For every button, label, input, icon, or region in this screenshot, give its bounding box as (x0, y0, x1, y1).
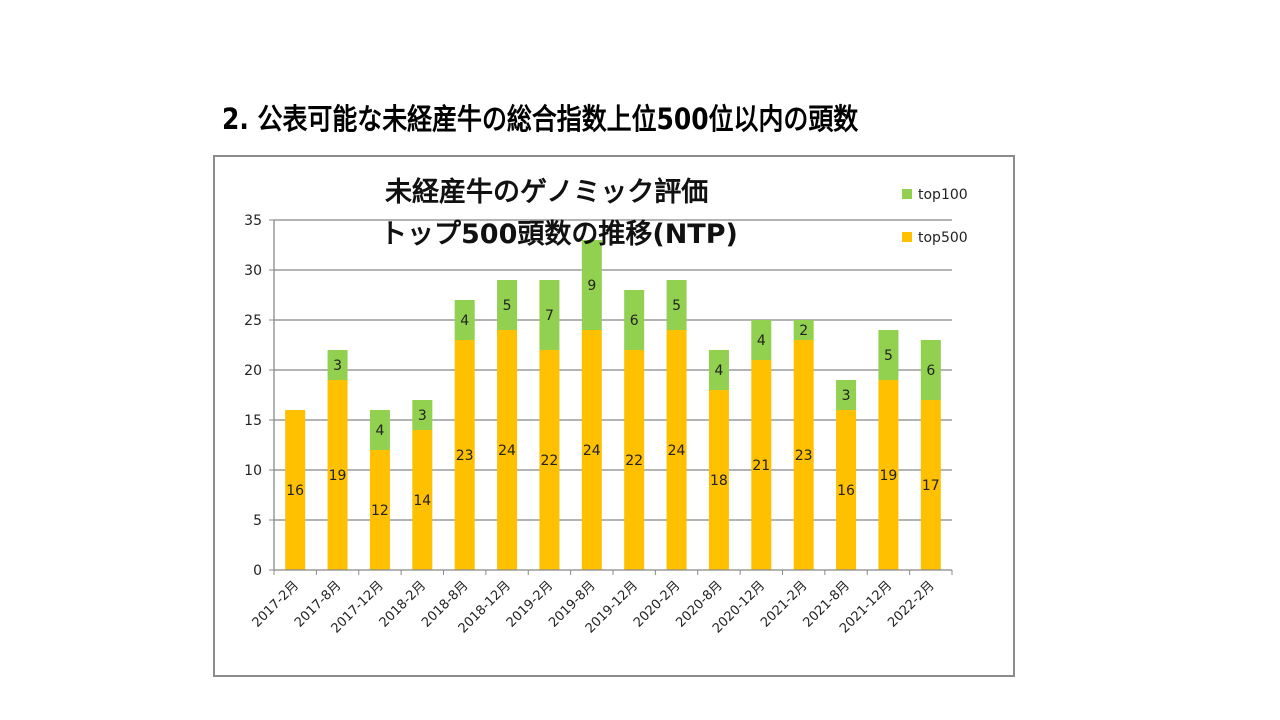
bar-top100 (708, 350, 729, 390)
data-label-top500: 18 (710, 473, 728, 489)
chart-title-line-2: トップ500頭数の推移(NTP) (380, 219, 738, 250)
data-label-top100: 4 (460, 313, 469, 329)
data-label-top100: 4 (375, 423, 384, 439)
bar-top500 (454, 340, 475, 570)
data-label-top100: 5 (672, 298, 681, 314)
legend-swatch-top100 (902, 189, 912, 199)
legend: top100 top500 (902, 187, 968, 246)
data-label-top500: 12 (371, 503, 389, 519)
data-label-top100: 9 (587, 278, 596, 294)
bar-top500 (878, 380, 899, 570)
chart-title: 未経産牛のゲノミック評価 トップ500頭数の推移(NTP) (380, 176, 738, 250)
data-label-top100: 5 (503, 298, 512, 314)
data-label-top500: 19 (329, 468, 347, 484)
y-tick-label: 35 (244, 213, 262, 229)
data-label-top100: 3 (842, 388, 851, 404)
data-label-top500: 17 (922, 478, 940, 494)
bar-top500 (581, 330, 602, 570)
data-label-top500: 24 (668, 443, 686, 459)
bar-top500 (285, 410, 306, 570)
bar-top500 (624, 350, 645, 570)
data-label-top500: 22 (541, 453, 559, 469)
bar-top500 (369, 450, 390, 570)
bar-top500 (751, 360, 772, 570)
bar-top100 (793, 320, 814, 340)
bar-top100 (751, 320, 772, 360)
bar-top100 (666, 280, 687, 330)
bar-top100 (454, 300, 475, 340)
stacked-bar-chart: 051015202530352017-2月2017-8月2017-12月2018… (244, 176, 968, 636)
chart-title-line-1: 未経産牛のゲノミック評価 (385, 176, 708, 208)
data-label-top100: 3 (333, 358, 342, 374)
slide-title: 2. 公表可能な未経産牛の総合指数上位500位以内の頭数 (222, 102, 859, 136)
bar-top500 (497, 330, 518, 570)
bar-top100 (412, 400, 433, 430)
bar-top500 (920, 400, 941, 570)
bar-top100 (369, 410, 390, 450)
data-label-top100: 5 (884, 348, 893, 364)
data-labels: 16 19 3 12 4 14 3 23 4 24 5 22 7 24 9 22 6 24 5 18 4 21 4 23 2 16… (286, 278, 939, 519)
y-tick-label: 15 (244, 413, 262, 429)
data-label-top500: 21 (752, 458, 770, 474)
legend-swatch-top500 (902, 232, 912, 242)
data-label-top500: 23 (795, 448, 813, 464)
bar-top100 (878, 330, 899, 380)
bars (285, 240, 941, 570)
bar-top500 (793, 340, 814, 570)
x-category-label: 2022-2月 (885, 578, 937, 630)
bar-top100 (539, 280, 560, 350)
data-label-top500: 22 (625, 453, 643, 469)
bar-top500 (708, 390, 729, 570)
data-label-top500: 23 (456, 448, 474, 464)
data-label-top100: 7 (545, 308, 554, 324)
bar-top100 (836, 380, 857, 410)
y-tick-label: 5 (253, 513, 262, 529)
data-label-top100: 2 (799, 323, 808, 339)
y-tick-label: 25 (244, 313, 262, 329)
bar-top100 (327, 350, 348, 380)
bar-top500 (836, 410, 857, 570)
data-label-top500: 24 (498, 443, 516, 459)
data-label-top500: 24 (583, 443, 601, 459)
data-label-top100: 6 (630, 313, 639, 329)
bar-top500 (327, 380, 348, 570)
data-label-top100: 4 (714, 363, 723, 379)
data-label-top500: 16 (837, 483, 855, 499)
bar-top500 (539, 350, 560, 570)
data-label-top100: 3 (418, 408, 427, 424)
bar-top100 (581, 240, 602, 330)
y-tick-label: 30 (244, 263, 262, 279)
y-tick-label: 0 (253, 563, 262, 579)
data-label-top100: 4 (757, 333, 766, 349)
data-label-top500: 16 (286, 483, 304, 499)
legend-label-top500: top500 (918, 230, 968, 246)
bar-top500 (412, 430, 433, 570)
data-label-top500: 14 (413, 493, 431, 509)
bar-top100 (920, 340, 941, 400)
data-label-top500: 19 (880, 468, 898, 484)
legend-label-top100: top100 (918, 187, 968, 203)
data-label-top100: 6 (926, 363, 935, 379)
chart-frame: 0 5 10 15 20 25 30 35 2017-2月 2017-8月 2017-12月 2018… (213, 155, 1015, 677)
bar-top500 (666, 330, 687, 570)
bar-top100 (624, 290, 645, 350)
y-tick-label: 10 (244, 463, 262, 479)
y-tick-label: 20 (244, 363, 262, 379)
bar-top100 (497, 280, 518, 330)
